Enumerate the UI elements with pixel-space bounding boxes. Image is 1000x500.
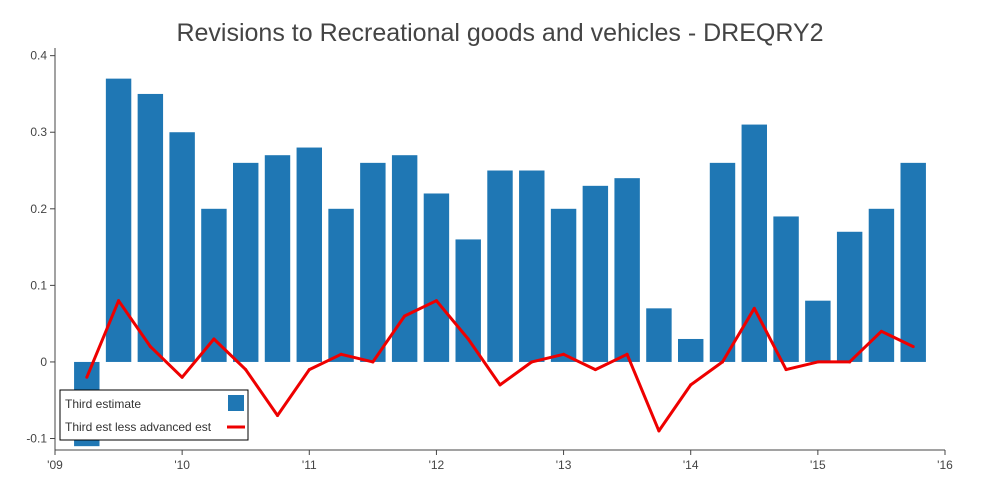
bar — [455, 239, 481, 362]
line-point — [816, 360, 820, 364]
bar — [201, 208, 227, 362]
y-tick-label: -0.1 — [26, 432, 47, 446]
line-point — [657, 429, 661, 433]
line-point — [498, 383, 502, 387]
line-point — [339, 352, 343, 356]
y-tick-label: 0.2 — [30, 202, 47, 216]
bar — [614, 178, 640, 362]
y-tick-label: 0.3 — [30, 125, 47, 139]
line-point — [721, 360, 724, 364]
bar — [900, 162, 926, 362]
y-tick-label: 0 — [40, 355, 47, 369]
bar — [836, 231, 863, 362]
line-point — [434, 299, 438, 303]
x-tick-label: '09 — [47, 458, 63, 472]
x-tick-label: '11 — [302, 458, 317, 472]
bar — [805, 300, 831, 362]
bar — [233, 162, 259, 362]
line-point — [784, 368, 788, 372]
x-tick-label: '15 — [810, 458, 826, 472]
bar — [678, 338, 704, 362]
legend-label-third-estimate: Third estimate — [65, 397, 141, 411]
y-tick-label: 0.1 — [30, 278, 47, 292]
line-point — [148, 345, 152, 349]
line-point — [530, 360, 534, 364]
y-tick-label: 0.4 — [30, 49, 47, 63]
bar — [328, 208, 354, 362]
line-point — [466, 337, 470, 341]
bar — [709, 162, 736, 362]
bar — [264, 155, 291, 362]
x-tick-label: '16 — [937, 458, 953, 472]
line-point — [276, 414, 279, 418]
line-point — [180, 375, 184, 379]
line-point — [593, 368, 597, 372]
x-tick-label: '14 — [683, 458, 699, 472]
line-point — [85, 375, 89, 379]
legend: Third estimate Third est less advanced es… — [59, 389, 249, 441]
line-point — [244, 368, 248, 372]
bar — [169, 132, 195, 362]
legend-box — [59, 389, 249, 441]
bar — [582, 185, 609, 362]
bar — [550, 208, 577, 362]
x-tick-label: '13 — [556, 458, 572, 472]
line-point — [371, 360, 375, 364]
line-point — [752, 306, 756, 310]
line-point — [562, 352, 566, 356]
line-series — [85, 299, 915, 433]
bar — [646, 308, 672, 362]
line-point — [879, 329, 883, 333]
bar — [519, 170, 545, 362]
line-point — [212, 337, 216, 341]
line-point — [848, 360, 852, 364]
line-point — [625, 352, 629, 356]
line-point — [689, 383, 693, 387]
bar — [423, 193, 450, 362]
x-tick-label: '10 — [174, 458, 190, 472]
axes: -0.1 0 0.1 0.2 0.3 0.4 '09 '10 '11 '12 '13 '14 '15 '1… — [26, 48, 953, 472]
bar — [296, 147, 322, 362]
bar — [360, 162, 386, 362]
legend-swatch-bar — [228, 395, 244, 411]
bar — [773, 216, 799, 362]
line-point — [911, 345, 915, 349]
line-point — [403, 314, 407, 318]
bar — [487, 170, 513, 362]
x-tick-label: '12 — [429, 458, 445, 472]
line-point — [307, 368, 311, 372]
legend-label-third-est-less-advanced: Third est less advanced est — [65, 420, 212, 434]
line-point — [117, 299, 121, 303]
chart-title: Revisions to Recreational goods and vehi… — [176, 19, 823, 47]
bar — [137, 93, 164, 362]
